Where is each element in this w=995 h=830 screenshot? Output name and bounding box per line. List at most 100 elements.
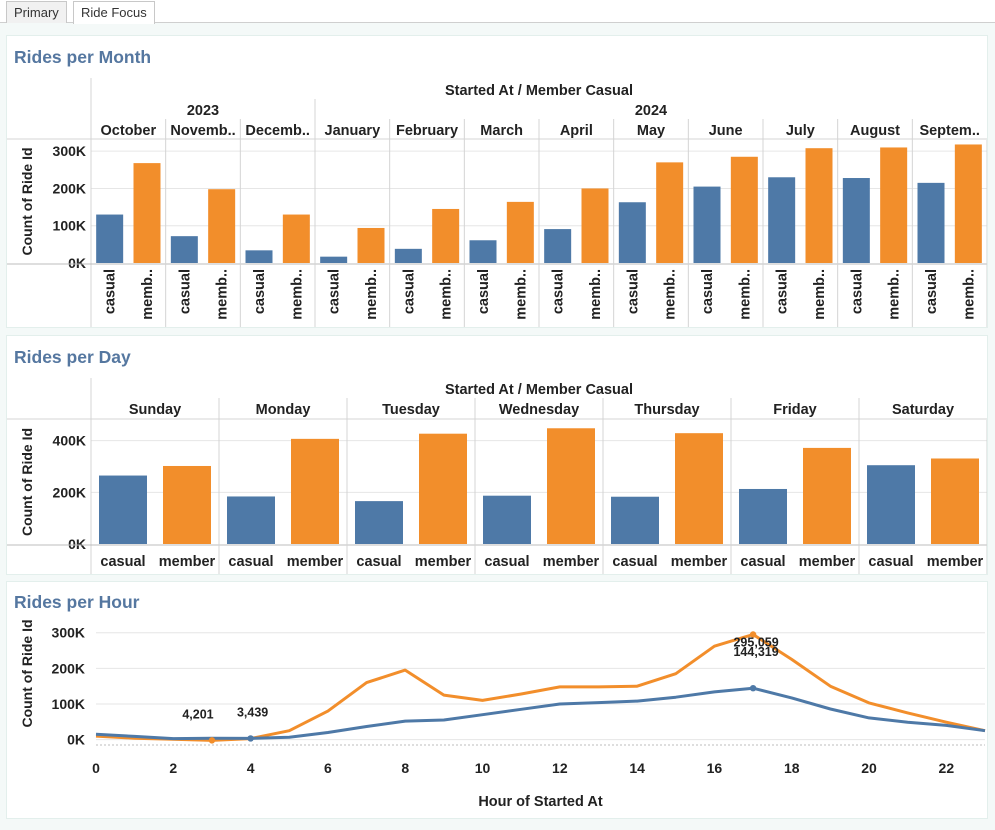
sub-category-label: memb..	[364, 269, 380, 320]
category-label: August	[850, 123, 900, 139]
bar-member	[133, 163, 161, 263]
sub-category-label: memb..	[812, 269, 828, 320]
category-label: April	[560, 123, 593, 139]
y-tick-label: 200K	[52, 660, 85, 676]
bar-casual	[245, 250, 273, 263]
bar-casual	[394, 248, 422, 263]
category-label: Tuesday	[382, 402, 440, 418]
category-label: Decemb..	[245, 123, 309, 139]
sub-category-label: casual	[740, 554, 785, 570]
sub-category-label: casual	[484, 554, 529, 570]
category-label: January	[325, 123, 381, 139]
year-label: 2024	[635, 103, 667, 119]
bar-member	[419, 433, 467, 544]
category-label: Friday	[773, 402, 817, 418]
bar-member	[163, 465, 211, 544]
bar-casual	[355, 501, 403, 544]
sub-category-label: member	[287, 554, 344, 570]
x-tick-label: 14	[629, 760, 645, 776]
y-axis-title: Count of Ride Id	[19, 428, 35, 536]
column-header: Started At / Member Casual	[445, 382, 633, 398]
bar-casual	[544, 229, 572, 263]
x-tick-label: 4	[247, 760, 255, 776]
bar-casual	[170, 236, 198, 263]
bar-member	[506, 201, 534, 263]
category-label: Thursday	[634, 402, 699, 418]
marker-member	[749, 631, 757, 638]
x-tick-label: 12	[552, 760, 568, 776]
marker-member	[208, 737, 216, 744]
sub-category-label: casual	[401, 269, 417, 314]
bar-casual	[611, 496, 659, 544]
category-label: Sunday	[129, 402, 181, 418]
bar-casual	[693, 186, 721, 263]
bar-casual	[917, 182, 945, 263]
column-header: Started At / Member Casual	[445, 83, 633, 99]
category-label: May	[637, 123, 665, 139]
category-label: Wednesday	[499, 402, 579, 418]
category-label: Saturday	[892, 402, 954, 418]
bar-member	[675, 433, 723, 544]
bar-casual	[842, 178, 870, 263]
sub-category-label: casual	[252, 269, 268, 314]
sub-category-label: memb..	[513, 269, 529, 320]
rides-per-month-panel: Rides per Month 0K 100K 200K 300K Count of R…	[6, 35, 988, 328]
sub-category-label: memb..	[887, 269, 903, 320]
bar-member	[357, 227, 385, 263]
bar-casual	[96, 214, 124, 263]
sub-category-label: memb..	[588, 269, 604, 320]
marker-casual	[247, 735, 254, 742]
bar-casual	[469, 240, 497, 263]
bar-casual	[99, 475, 147, 544]
bar-casual	[768, 177, 796, 263]
bar-casual	[867, 465, 915, 544]
sub-category-label: casual	[612, 554, 657, 570]
rides-per-hour-chart: 0K 100K 200K 300K Count of Ride Id 0 2 4 6 8 10 12 1…	[19, 619, 986, 810]
sub-category-label: casual	[868, 554, 913, 570]
sub-category-label: member	[799, 554, 856, 570]
bar-casual	[483, 495, 531, 544]
sub-category-label: memb..	[737, 269, 753, 320]
rides-per-hour-panel: Rides per Hour 0K 100K 200K 300K Count of Ri…	[6, 581, 988, 819]
sub-category-label: casual	[356, 554, 401, 570]
y-tick-label: 0K	[68, 255, 86, 271]
sub-category-label: member	[543, 554, 600, 570]
sub-category-label: casual	[924, 269, 940, 314]
chart-title: Rides per Month	[14, 47, 152, 67]
bar-member	[880, 147, 908, 263]
y-tick-label: 0K	[68, 536, 86, 552]
sub-category-label: casual	[775, 269, 791, 314]
tab-primary[interactable]: Primary	[6, 1, 67, 23]
bar-member	[291, 438, 339, 544]
bar-member	[805, 148, 833, 263]
bar-casual	[618, 202, 646, 263]
category-label: October	[101, 123, 157, 139]
bar-casual	[739, 488, 787, 544]
category-label: March	[480, 123, 523, 139]
year-label: 2023	[187, 103, 219, 119]
tab-ride-focus[interactable]: Ride Focus	[73, 1, 155, 24]
bar-member	[954, 144, 982, 263]
sub-category-label: memb..	[215, 269, 231, 320]
category-label: Novemb..	[170, 123, 235, 139]
data-label: 144,319	[733, 645, 778, 659]
sub-category-label: member	[927, 554, 984, 570]
x-tick-label: 6	[324, 760, 332, 776]
bar-member	[282, 214, 310, 263]
bar-member	[432, 208, 460, 263]
sub-category-label: casual	[327, 269, 343, 314]
bar-member	[803, 447, 851, 544]
bar-member	[547, 428, 595, 544]
sub-category-label: member	[415, 554, 472, 570]
y-axis-title: Count of Ride Id	[19, 619, 35, 727]
x-tick-label: 22	[939, 760, 955, 776]
y-tick-label: 200K	[53, 484, 86, 500]
x-tick-label: 0	[92, 760, 100, 776]
bar-casual	[320, 256, 348, 263]
sub-category-label: casual	[100, 554, 145, 570]
y-tick-label: 100K	[52, 696, 85, 712]
y-tick-label: 0K	[67, 732, 85, 748]
sub-category-label: memb..	[289, 269, 305, 320]
category-label: June	[709, 123, 743, 139]
bar-member	[581, 188, 609, 263]
